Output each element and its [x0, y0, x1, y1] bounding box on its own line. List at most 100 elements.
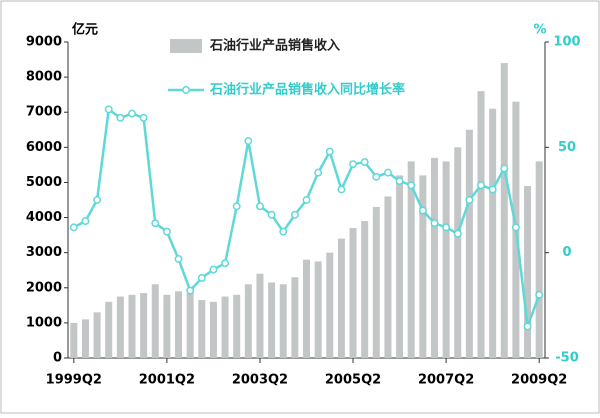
- bar: [93, 312, 101, 358]
- point: [197, 273, 206, 282]
- point: [395, 177, 404, 185]
- bar: [396, 175, 404, 358]
- bar: [430, 157, 438, 358]
- bar: [198, 300, 206, 358]
- point: [221, 259, 230, 268]
- bar: [163, 294, 171, 358]
- y2-tick-label: -50: [555, 351, 579, 366]
- legend-label: 石油行业产品销售收入: [209, 38, 340, 54]
- bar: [314, 261, 322, 358]
- y-tick-label: 6000: [26, 140, 62, 155]
- bar: [349, 228, 357, 358]
- legend-swatch: [182, 86, 190, 94]
- x-tick-label: 2005Q2: [325, 373, 381, 388]
- point: [104, 105, 113, 114]
- y-unit-label: 亿元: [72, 22, 98, 38]
- bar: [303, 259, 310, 358]
- bar: [105, 301, 113, 358]
- bar: [221, 296, 229, 358]
- bar: [291, 277, 299, 358]
- point: [232, 202, 241, 211]
- bar: [209, 301, 217, 358]
- point: [453, 229, 462, 238]
- bar: [372, 207, 380, 358]
- legend-swatch: [170, 39, 202, 53]
- point: [267, 210, 276, 219]
- y2-tick-label: 50: [558, 140, 576, 155]
- y-tick-label: 5000: [26, 175, 62, 190]
- point: [186, 286, 195, 295]
- x-tick-label: 2001Q2: [139, 373, 195, 388]
- point: [139, 113, 148, 122]
- point: [360, 158, 369, 167]
- point: [383, 168, 392, 177]
- point: [290, 210, 299, 219]
- y-tick-label: 9000: [26, 35, 62, 50]
- bar: [186, 293, 194, 358]
- x-tick-label: 2009Q2: [511, 373, 567, 388]
- bar: [337, 238, 345, 358]
- bar: [116, 296, 124, 358]
- point: [325, 147, 334, 156]
- point: [81, 217, 90, 226]
- point: [69, 223, 78, 232]
- point: [209, 265, 218, 274]
- bar: [256, 273, 264, 358]
- bar: [489, 108, 497, 358]
- point: [244, 137, 253, 145]
- bar: [70, 322, 78, 358]
- bar: [454, 147, 462, 358]
- bar: [244, 284, 252, 358]
- y-tick-label: 7000: [26, 105, 62, 120]
- point: [477, 181, 485, 190]
- bar: [268, 282, 276, 358]
- point: [256, 202, 264, 211]
- y-tick-label: 8000: [26, 70, 62, 85]
- y-tick-label: 4000: [26, 210, 62, 225]
- point: [151, 219, 160, 228]
- point: [418, 206, 427, 215]
- bar: [500, 63, 508, 359]
- bar: [233, 294, 241, 358]
- y-tick-label: 3000: [26, 245, 62, 260]
- bar: [326, 252, 334, 358]
- bar: [279, 284, 287, 358]
- bar: [524, 185, 532, 358]
- point: [93, 196, 102, 204]
- point: [372, 172, 381, 181]
- x-tick-label: 2003Q2: [232, 373, 288, 388]
- point: [174, 255, 183, 263]
- x-tick-label: 1999Q2: [46, 373, 102, 388]
- legend-label: 石油行业产品销售收入同比增长率: [209, 82, 405, 98]
- point: [302, 196, 311, 204]
- point: [442, 223, 451, 232]
- bar: [175, 291, 183, 358]
- bar: [384, 196, 392, 358]
- point: [279, 227, 288, 236]
- point: [314, 168, 323, 177]
- bar: [81, 319, 89, 358]
- bar: [442, 161, 450, 358]
- bar: [419, 175, 427, 358]
- point: [511, 223, 520, 232]
- y2-unit-label: %: [533, 23, 546, 38]
- y-tick-label: 1000: [26, 315, 62, 330]
- point: [523, 322, 532, 331]
- point: [407, 181, 416, 190]
- point: [465, 196, 474, 204]
- point: [488, 185, 497, 194]
- bar: [128, 294, 136, 358]
- y2-tick-label: 0: [562, 245, 571, 260]
- bar: [407, 161, 415, 358]
- y-tick-label: 2000: [26, 280, 62, 295]
- point: [337, 185, 346, 194]
- bar: [465, 129, 473, 358]
- bar: [477, 91, 485, 359]
- bar: [140, 293, 148, 358]
- point: [162, 227, 171, 236]
- point: [128, 109, 136, 118]
- x-tick-label: 2007Q2: [418, 373, 474, 388]
- point: [349, 160, 357, 169]
- bar: [361, 221, 369, 358]
